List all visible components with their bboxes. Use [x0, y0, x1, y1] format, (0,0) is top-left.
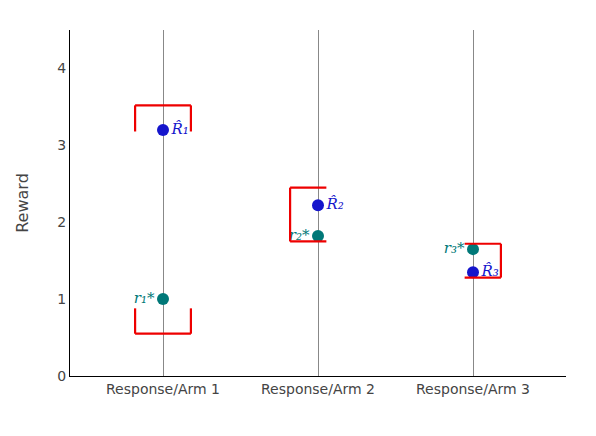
- svg-text:Response/Arm 2: Response/Arm 2: [261, 381, 375, 397]
- svg-text:2: 2: [57, 214, 66, 230]
- svg-text:1: 1: [57, 291, 66, 307]
- svg-text:0: 0: [57, 368, 66, 384]
- svg-text:Reward: Reward: [13, 173, 32, 233]
- svg-text:R̂₁: R̂₁: [171, 120, 189, 138]
- svg-text:Response/Arm 3: Response/Arm 3: [416, 381, 530, 397]
- svg-text:Response/Arm 1: Response/Arm 1: [106, 381, 220, 397]
- svg-text:4: 4: [57, 60, 66, 76]
- svg-text:3: 3: [57, 137, 66, 153]
- svg-text:r₂*: r₂*: [289, 226, 310, 244]
- svg-text:R̂₃: R̂₃: [481, 262, 499, 280]
- svg-text:r₁*: r₁*: [134, 289, 155, 307]
- svg-text:R̂₂: R̂₂: [326, 195, 344, 213]
- svg-text:r₃*: r₃*: [444, 239, 465, 257]
